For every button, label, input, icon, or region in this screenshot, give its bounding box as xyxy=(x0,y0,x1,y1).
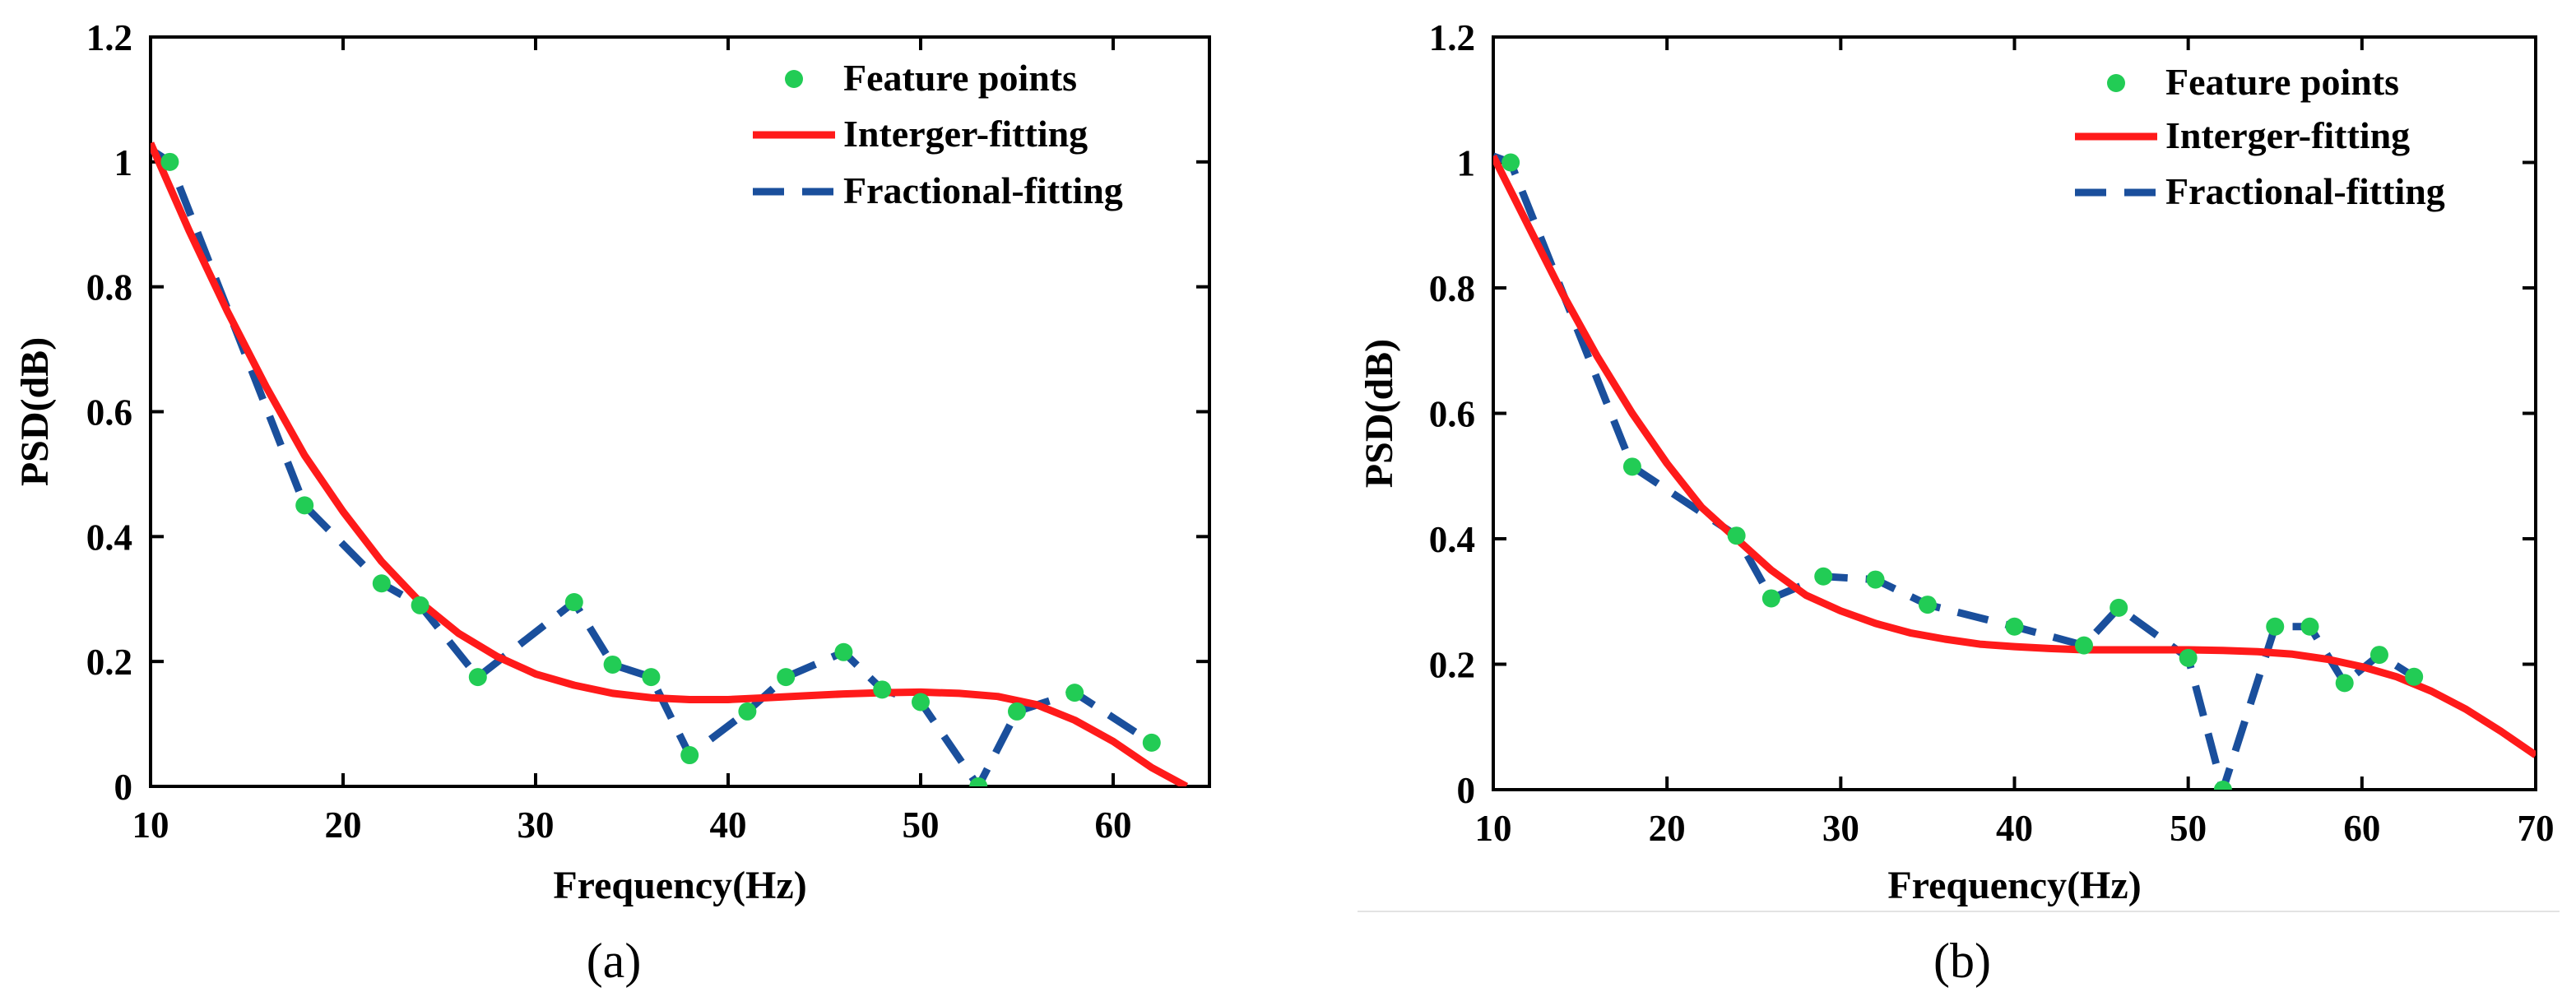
feature-point xyxy=(372,574,391,593)
feature-point xyxy=(642,668,661,687)
feature-point xyxy=(834,642,853,661)
legend-label: Feature points xyxy=(2165,61,2399,103)
feature-point xyxy=(873,680,892,699)
x-tick-label: 20 xyxy=(1649,808,1686,849)
y-tick-label: 0.8 xyxy=(1429,268,1475,309)
x-tick-label: 10 xyxy=(132,804,169,846)
feature-point xyxy=(295,496,314,515)
x-tick-label: 30 xyxy=(518,804,555,846)
x-axis-label: Frequency(Hz) xyxy=(1887,864,2141,907)
y-tick-label: 1.2 xyxy=(1429,17,1475,58)
feature-point xyxy=(2369,646,2388,665)
feature-point xyxy=(1761,589,1780,608)
legend-label: Interger-fitting xyxy=(843,113,1088,155)
feature-point xyxy=(1814,567,1833,586)
panel-label: (b) xyxy=(1933,934,1991,988)
feature-point xyxy=(1502,153,1520,172)
feature-point xyxy=(1008,702,1026,721)
feature-point xyxy=(2213,781,2232,790)
x-tick-label: 60 xyxy=(1095,804,1132,846)
feature-point xyxy=(603,655,622,674)
y-tick-label: 0.8 xyxy=(86,267,132,308)
legend: Feature points Interger-fitting Fractional… xyxy=(753,57,1123,211)
x-tick-label: 20 xyxy=(325,804,362,846)
feature-point xyxy=(680,746,699,765)
plot-area xyxy=(151,141,1189,786)
feature-point xyxy=(1866,570,1885,589)
feature-point xyxy=(912,693,930,712)
y-axis-label: PSD(dB) xyxy=(1358,339,1401,488)
integer-fitting-line xyxy=(1493,154,2536,758)
x-tick-label: 40 xyxy=(1996,808,2033,849)
feature-point xyxy=(2074,636,2093,655)
feature-point xyxy=(1622,457,1641,476)
legend: Feature points Interger-fitting Fractional… xyxy=(2075,61,2445,212)
panel-label: (a) xyxy=(587,934,642,988)
feature-point xyxy=(160,152,179,171)
y-tick-label: 0.4 xyxy=(86,517,132,558)
feature-point xyxy=(1065,684,1084,702)
legend-label: Feature points xyxy=(843,57,1077,99)
y-tick-label: 1 xyxy=(114,142,133,183)
y-tick-label: 0.2 xyxy=(86,642,132,683)
x-tick-label: 50 xyxy=(2170,808,2207,849)
legend-label: Interger-fitting xyxy=(2165,114,2410,156)
y-tick-label: 0.6 xyxy=(1429,394,1475,435)
feature-point xyxy=(738,702,757,721)
y-tick-label: 0.4 xyxy=(1429,519,1475,560)
y-tick-label: 1 xyxy=(1457,143,1476,184)
x-tick-label: 60 xyxy=(2343,808,2380,849)
feature-point xyxy=(564,593,583,612)
feature-point xyxy=(969,777,988,786)
feature-point xyxy=(2300,617,2319,636)
y-tick-label: 0 xyxy=(1457,770,1476,811)
legend-label: Fractional-fitting xyxy=(843,169,1123,211)
feature-point xyxy=(777,668,796,687)
x-tick-label: 30 xyxy=(1822,808,1859,849)
feature-point xyxy=(1918,596,1937,614)
chart-b: 10 20 30 40 50 60 70 0 0.2 0.4 0.6 0.8 1 1.2 Frequency… xyxy=(1358,17,2555,988)
feature-point xyxy=(2405,667,2424,686)
y-tick-label: 0 xyxy=(114,767,133,808)
feature-point xyxy=(2335,674,2354,693)
legend-label: Fractional-fitting xyxy=(2165,170,2445,212)
x-tick-label: 40 xyxy=(710,804,747,846)
legend-marker-feature-points xyxy=(785,70,803,88)
x-tick-label: 10 xyxy=(1475,808,1512,849)
y-axis-label: PSD(dB) xyxy=(13,337,57,486)
feature-point xyxy=(2266,617,2285,636)
x-tick-label: 50 xyxy=(903,804,940,846)
feature-point xyxy=(1142,733,1161,752)
y-tick-label: 0.2 xyxy=(1429,645,1475,686)
legend-marker-feature-points xyxy=(2107,74,2125,92)
feature-point xyxy=(411,596,429,614)
feature-point xyxy=(1727,526,1746,545)
x-axis-label: Frequency(Hz) xyxy=(553,864,806,907)
feature-point xyxy=(2005,617,2024,636)
y-tick-label: 0.6 xyxy=(86,392,132,433)
feature-point xyxy=(2110,598,2128,617)
y-tick-label: 1.2 xyxy=(86,17,132,58)
integer-fitting-line xyxy=(151,141,1189,786)
feature-point xyxy=(2179,648,2198,667)
plot-area xyxy=(1493,152,2536,790)
x-tick-label: 70 xyxy=(2518,808,2555,849)
chart-a: 10 20 30 40 50 60 0 0.2 0.4 0.6 0.8 1 1.2 Frequency(H… xyxy=(13,17,1211,988)
feature-point xyxy=(468,668,487,687)
